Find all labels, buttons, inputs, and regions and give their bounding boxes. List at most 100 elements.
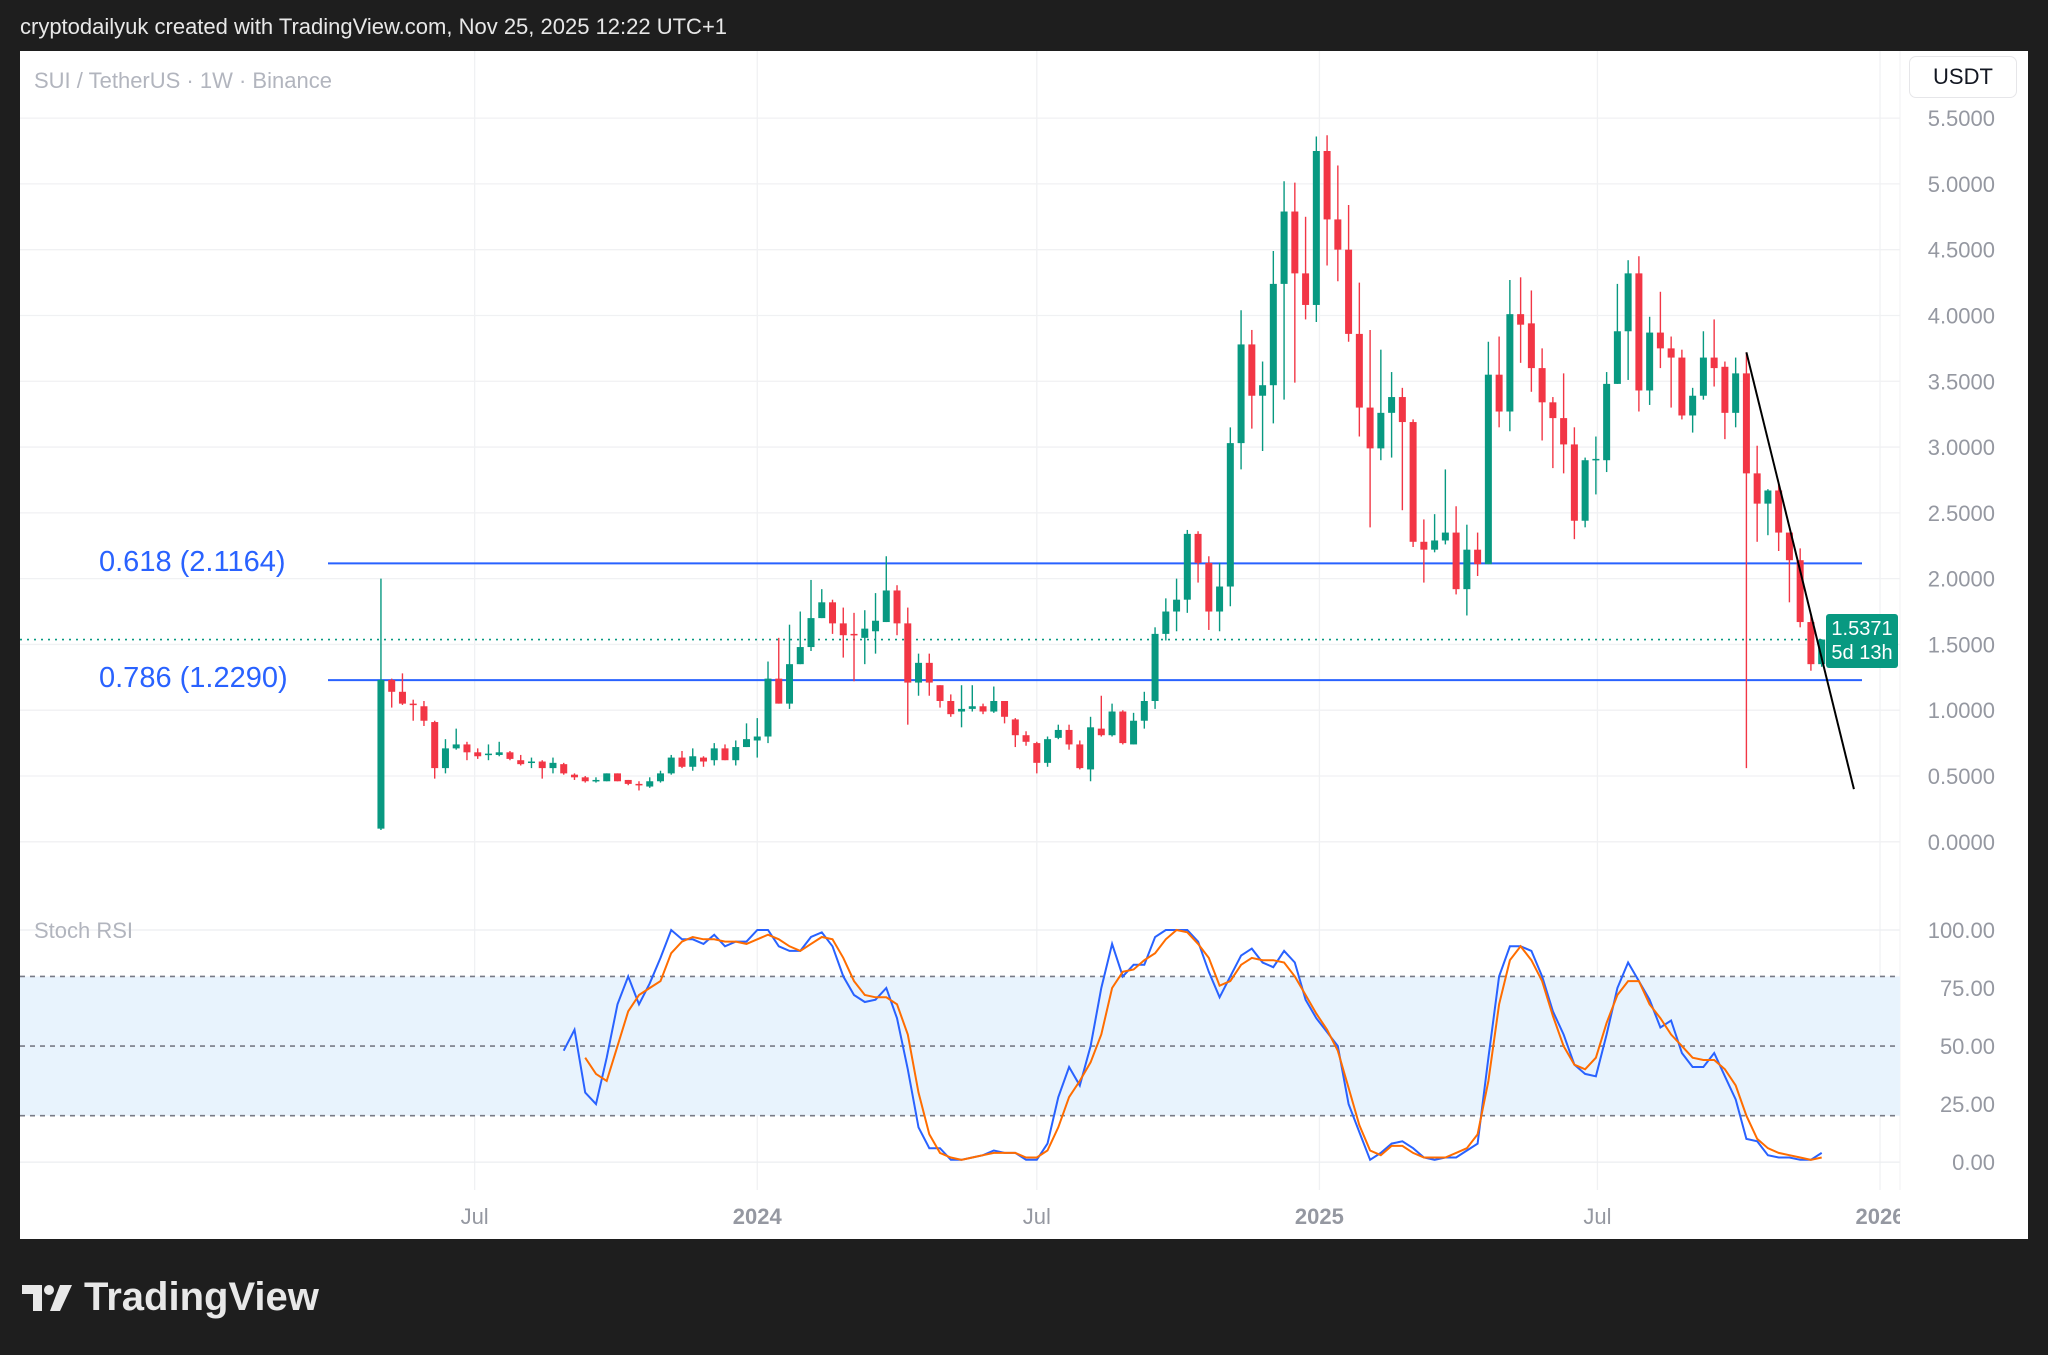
candle [753, 718, 761, 758]
time-axis-label: Jul [461, 1204, 489, 1229]
candle-body [786, 664, 794, 704]
candle [990, 686, 998, 713]
candle-body [1173, 599, 1181, 612]
candle [915, 653, 923, 696]
candle [667, 754, 675, 775]
candle [1054, 724, 1062, 740]
fib-levels[interactable] [328, 562, 1862, 682]
candles [377, 135, 1826, 830]
candle [979, 703, 987, 715]
candle-body [947, 701, 955, 715]
candle [807, 579, 815, 651]
candle-body [441, 748, 449, 769]
stoch-axis[interactable]: 0.00 25.00 50.00 75.00 100.00 [1928, 918, 1995, 1175]
candle-body [538, 761, 546, 769]
price-axis-label: 1.0000 [1928, 698, 1995, 723]
candle [1323, 135, 1331, 266]
candle-body [1312, 151, 1320, 305]
stoch-axis-label: 0.00 [1952, 1150, 1995, 1175]
candle [1302, 216, 1310, 320]
stoch-axis-label: 25.00 [1940, 1092, 1995, 1117]
candle-body [1785, 532, 1793, 561]
candle-body [1097, 728, 1105, 736]
candle [635, 781, 643, 791]
candle-body [1355, 333, 1363, 408]
tradingview-logo[interactable]: TradingView [22, 1275, 319, 1320]
candle [603, 773, 611, 782]
trendline[interactable] [1745, 352, 1855, 790]
candle-body [1001, 701, 1009, 717]
candle [1818, 639, 1826, 667]
candle [818, 589, 826, 619]
candle-body [1624, 273, 1632, 332]
candle [1334, 165, 1342, 282]
candle-body [1527, 323, 1535, 369]
currency-button[interactable]: USDT [1909, 56, 2017, 98]
grid [20, 51, 1901, 1190]
candle [431, 720, 439, 779]
time-axis-label: 2025 [1295, 1204, 1344, 1229]
candle [1775, 483, 1783, 551]
candle-body [549, 762, 557, 769]
candle-body [1538, 368, 1546, 403]
candle [538, 760, 546, 779]
candle-body [1656, 332, 1664, 349]
candle [936, 685, 944, 708]
candle [1259, 361, 1267, 451]
price-axis-label: 1.5000 [1928, 632, 1995, 657]
candle-body [1549, 402, 1557, 419]
candle-body [1818, 639, 1826, 665]
candle [1312, 136, 1320, 323]
candle-body [1076, 744, 1084, 769]
candle [1151, 627, 1159, 709]
candle-body [753, 736, 761, 741]
candle [506, 751, 514, 761]
candle [1409, 419, 1417, 548]
candle [925, 653, 933, 696]
candle [1678, 349, 1686, 420]
candle [1194, 531, 1202, 583]
candle-body [506, 752, 514, 759]
stoch-lines [562, 928, 1823, 1162]
candle [1656, 291, 1664, 369]
candle [1033, 741, 1041, 774]
candle-body [1054, 729, 1062, 738]
bar-countdown: 5d 13h [1831, 642, 1893, 664]
candle [1001, 701, 1009, 724]
candle-body [1065, 729, 1073, 745]
stoch-rsi-label[interactable]: Stoch RSI [34, 918, 134, 943]
candle [958, 685, 966, 728]
candle-body [1409, 422, 1417, 542]
candle-body [1635, 273, 1643, 391]
candle [1560, 373, 1568, 474]
candle [1130, 712, 1138, 745]
candle [893, 585, 901, 636]
candle-body [1581, 460, 1589, 521]
time-axis[interactable]: Jul 2024 Jul 2025 Jul 2026 [461, 1204, 1905, 1229]
candle [882, 556, 890, 623]
candle-body [990, 701, 998, 712]
candle [1699, 331, 1707, 400]
candle [1044, 736, 1052, 767]
candle [1592, 436, 1600, 495]
candle [796, 611, 804, 665]
candle-body [1248, 344, 1256, 396]
candle [861, 610, 869, 665]
candle [1431, 514, 1439, 553]
fib-label-0618: 0.618 (2.1164) [99, 546, 286, 578]
candle [1495, 336, 1503, 428]
price-axis-label: 2.5000 [1928, 501, 1995, 526]
symbol-label[interactable]: SUI / TetherUS · 1W · Binance [34, 68, 332, 93]
candle [484, 744, 492, 761]
candle [527, 757, 535, 769]
candle-body [807, 618, 815, 648]
candle-body [1140, 701, 1148, 721]
candle [732, 740, 740, 766]
candle [1506, 279, 1514, 432]
candle-body [1205, 562, 1213, 612]
candle [1345, 204, 1353, 342]
candle-body [1699, 357, 1707, 396]
price-axis-label: 5.5000 [1928, 106, 1995, 131]
price-axis[interactable]: 0.0000 0.5000 1.0000 1.5000 2.0000 2.5000 3.00… [1928, 106, 1995, 855]
